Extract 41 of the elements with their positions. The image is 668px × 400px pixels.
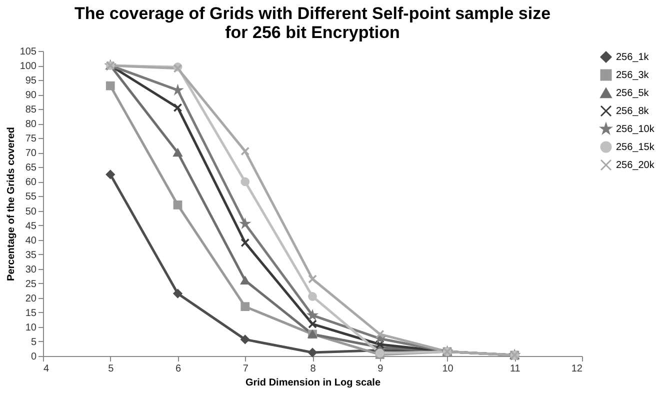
y-tick-label: 105 [20,46,37,58]
y-tick-label: 100 [20,61,37,72]
legend-label: 256_3k [616,70,650,81]
chart-title: The coverage of Grids with Different Self-point sample size for 256 bit Encryption [74,4,551,42]
y-tick-label: 60 [25,177,37,188]
legend-label: 256_5k [616,88,650,99]
y-tick-label: 25 [25,278,37,290]
y-tick-label: 80 [25,119,37,130]
y-tick-label: 30 [25,264,37,276]
x-tick-label: 8 [310,364,316,374]
legend-label: 256_1k [616,52,650,63]
y-tick-label: 0 [30,352,37,362]
y-tick-label: 55 [25,192,37,203]
x-tick-label: 12 [571,364,583,374]
x-tick-label: 4 [44,364,50,374]
y-tick-label: 10 [25,322,37,334]
y-tick-label: 15 [25,308,37,319]
y-axis-title: Percentage of the Grids covered [6,127,17,281]
x-axis-title: Grid Dimension in Log scale [245,378,381,388]
x-tick-label: 9 [378,364,384,374]
legend-label: 256_8k [616,106,650,117]
y-tick-label: 95 [25,76,37,87]
y-tick-label: 65 [25,162,37,174]
y-tick-label: 75 [25,134,37,145]
y-tick-label: 35 [25,250,37,261]
legend-label: 256_10k [616,124,656,135]
y-tick-label: 20 [25,293,37,304]
x-tick-label: 11 [510,364,521,374]
y-tick-label: 85 [25,104,37,116]
y-tick-label: 45 [25,220,37,232]
y-tick-label: 5 [30,336,37,348]
y-tick-label: 40 [25,235,37,246]
legend-label: 256_20k [616,160,656,171]
legend-label: 256_15k [616,142,656,153]
y-tick-label: 70 [25,148,37,160]
x-tick-label: 7 [242,364,249,374]
x-tick-label: 6 [175,364,182,374]
x-tick-label: 5 [108,364,114,374]
x-tick-label: 10 [442,364,454,374]
y-tick-label: 50 [25,206,37,218]
y-tick-label: 90 [25,90,37,102]
